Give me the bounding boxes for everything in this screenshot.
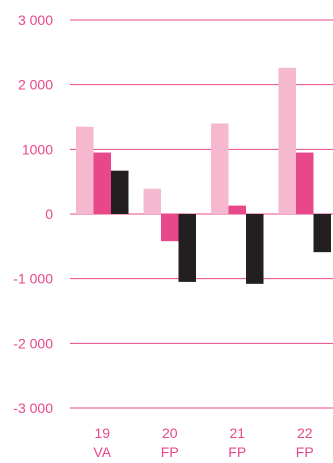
bars — [76, 67, 331, 284]
y-tick-label: 3 000 — [18, 12, 53, 28]
bar — [111, 170, 129, 214]
x-tick-label: 22 — [297, 425, 313, 441]
bar — [93, 152, 111, 214]
y-tick-label: 2 000 — [18, 77, 53, 93]
bar — [296, 152, 314, 214]
x-tick-label: FP — [161, 444, 179, 460]
y-tick-label: -2 000 — [13, 335, 53, 351]
y-tick-label: -1 000 — [13, 271, 53, 287]
x-tick-label: 19 — [94, 425, 110, 441]
bar — [246, 214, 264, 284]
bar — [76, 126, 94, 214]
x-tick-label: 20 — [162, 425, 178, 441]
y-axis-tick-labels: 3 000 2 000 1000 0 -1 000 -2 000 -3 000 — [13, 12, 53, 416]
x-tick-label: FP — [296, 444, 314, 460]
bar — [313, 214, 331, 253]
bar — [278, 67, 296, 214]
bar — [143, 188, 161, 214]
x-tick-label: FP — [228, 444, 246, 460]
y-tick-label: -3 000 — [13, 400, 53, 416]
bar — [161, 214, 179, 242]
y-tick-label: 0 — [45, 206, 53, 222]
x-axis-category-labels: 19 VA 20 FP 21 FP 22 FP — [93, 425, 313, 460]
x-tick-label: VA — [93, 444, 111, 460]
x-tick-label: 21 — [229, 425, 245, 441]
bar — [211, 123, 229, 214]
bar — [178, 214, 196, 282]
y-tick-label: 1000 — [22, 141, 53, 157]
bar — [228, 205, 246, 214]
